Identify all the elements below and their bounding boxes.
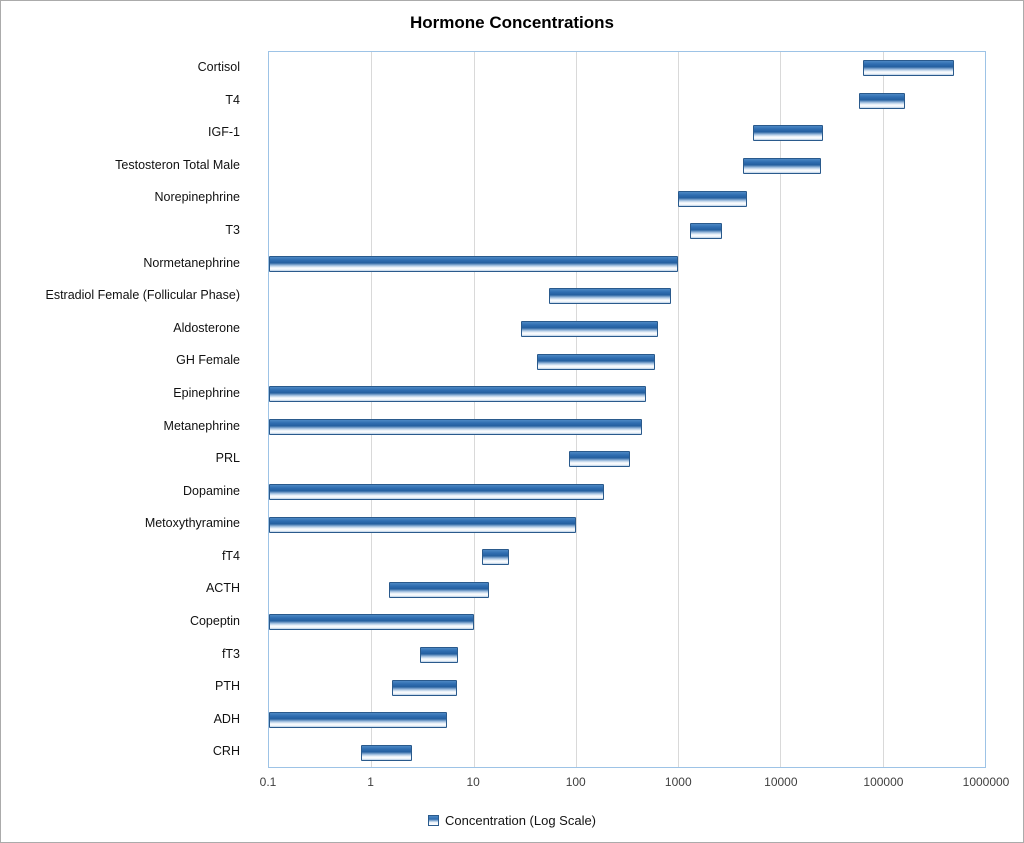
- x-tick-label-1000000: 1000000: [962, 775, 1010, 789]
- bar-metanephrine: [269, 418, 642, 435]
- bar-testosteron-total-male: [742, 158, 822, 175]
- category-label-testosteron-total-male: Testosteron Total Male: [115, 157, 240, 172]
- gridline-1: [371, 52, 373, 767]
- category-label-metanephrine: Metanephrine: [163, 418, 240, 433]
- category-label-normetanephrine: Normetanephrine: [143, 255, 240, 270]
- bar-crh: [361, 744, 412, 761]
- x-tick-label-100000: 100000: [863, 775, 904, 789]
- category-label-ft3: fT3: [221, 646, 240, 661]
- plot-area: [268, 51, 986, 768]
- category-label-norepinephrine: Norepinephrine: [154, 190, 240, 205]
- category-label-adh: ADH: [213, 711, 240, 726]
- bar-igf-1: [753, 125, 823, 142]
- gridline-100: [575, 52, 577, 767]
- legend-label: Concentration (Log Scale): [444, 813, 597, 828]
- category-label-copeptin: Copeptin: [189, 614, 240, 629]
- chart-title: Hormone Concentrations: [409, 13, 615, 32]
- x-tick-label-100: 100: [565, 775, 586, 789]
- bar-pth: [392, 679, 458, 696]
- gridline-1000: [678, 52, 680, 767]
- x-tick-label-10: 10: [466, 775, 480, 789]
- category-label-epinephrine: Epinephrine: [173, 385, 240, 400]
- bar-gh-female: [537, 353, 655, 370]
- x-tick-label-1000: 1000: [664, 775, 692, 789]
- category-label-ft4: fT4: [221, 548, 240, 563]
- category-axis: Cortisol T4 IGF-1 Testosteron Total Male Nor…: [1, 51, 254, 768]
- bar-cortisol: [862, 60, 955, 77]
- gridline-10000: [780, 52, 782, 767]
- bar-dopamine: [269, 483, 605, 500]
- gridline-100000: [882, 52, 884, 767]
- bar-metoxythyramine: [269, 516, 576, 533]
- bar-aldosterone: [520, 321, 658, 338]
- bar-ft3: [420, 646, 458, 663]
- bar-estradiol-female-follicular-phase: [549, 288, 671, 305]
- category-label-aldosterone: Aldosterone: [173, 320, 240, 335]
- value-axis: 0.1 1 10 100 1000 10000 100000 1000000: [260, 775, 1010, 791]
- x-tick-label-1: 1: [367, 775, 374, 789]
- category-label-estradiol-female-follicular-phase: Estradiol Female (Follicular Phase): [45, 288, 240, 303]
- bar-prl: [568, 451, 631, 468]
- bar-epinephrine: [269, 386, 646, 403]
- bar-t4: [858, 92, 905, 109]
- bar-t3: [689, 223, 723, 240]
- x-tick-label-0.1: 0.1: [259, 775, 277, 789]
- category-label-cortisol: Cortisol: [197, 60, 240, 74]
- bar-acth: [389, 581, 489, 598]
- gridline-10: [473, 52, 475, 767]
- bar-normetanephrine: [269, 255, 679, 272]
- category-label-t4: T4: [225, 92, 240, 107]
- legend-marker-icon: [427, 815, 439, 826]
- category-label-pth: PTH: [215, 679, 240, 694]
- bar-copeptin: [269, 614, 474, 631]
- bar-norepinephrine: [678, 190, 747, 207]
- category-label-prl: PRL: [215, 451, 240, 466]
- category-label-metoxythyramine: Metoxythyramine: [144, 516, 240, 531]
- category-label-dopamine: Dopamine: [183, 483, 240, 498]
- category-label-igf-1: IGF-1: [208, 125, 240, 140]
- bar-ft4: [481, 549, 509, 566]
- category-label-acth: ACTH: [205, 581, 240, 596]
- category-label-gh-female: GH Female: [176, 353, 240, 368]
- category-label-crh: CRH: [212, 744, 240, 759]
- x-tick-label-10000: 10000: [764, 775, 798, 789]
- legend: Concentration (Log Scale): [1, 813, 1023, 828]
- category-label-t3: T3: [225, 222, 240, 237]
- bar-adh: [269, 712, 447, 729]
